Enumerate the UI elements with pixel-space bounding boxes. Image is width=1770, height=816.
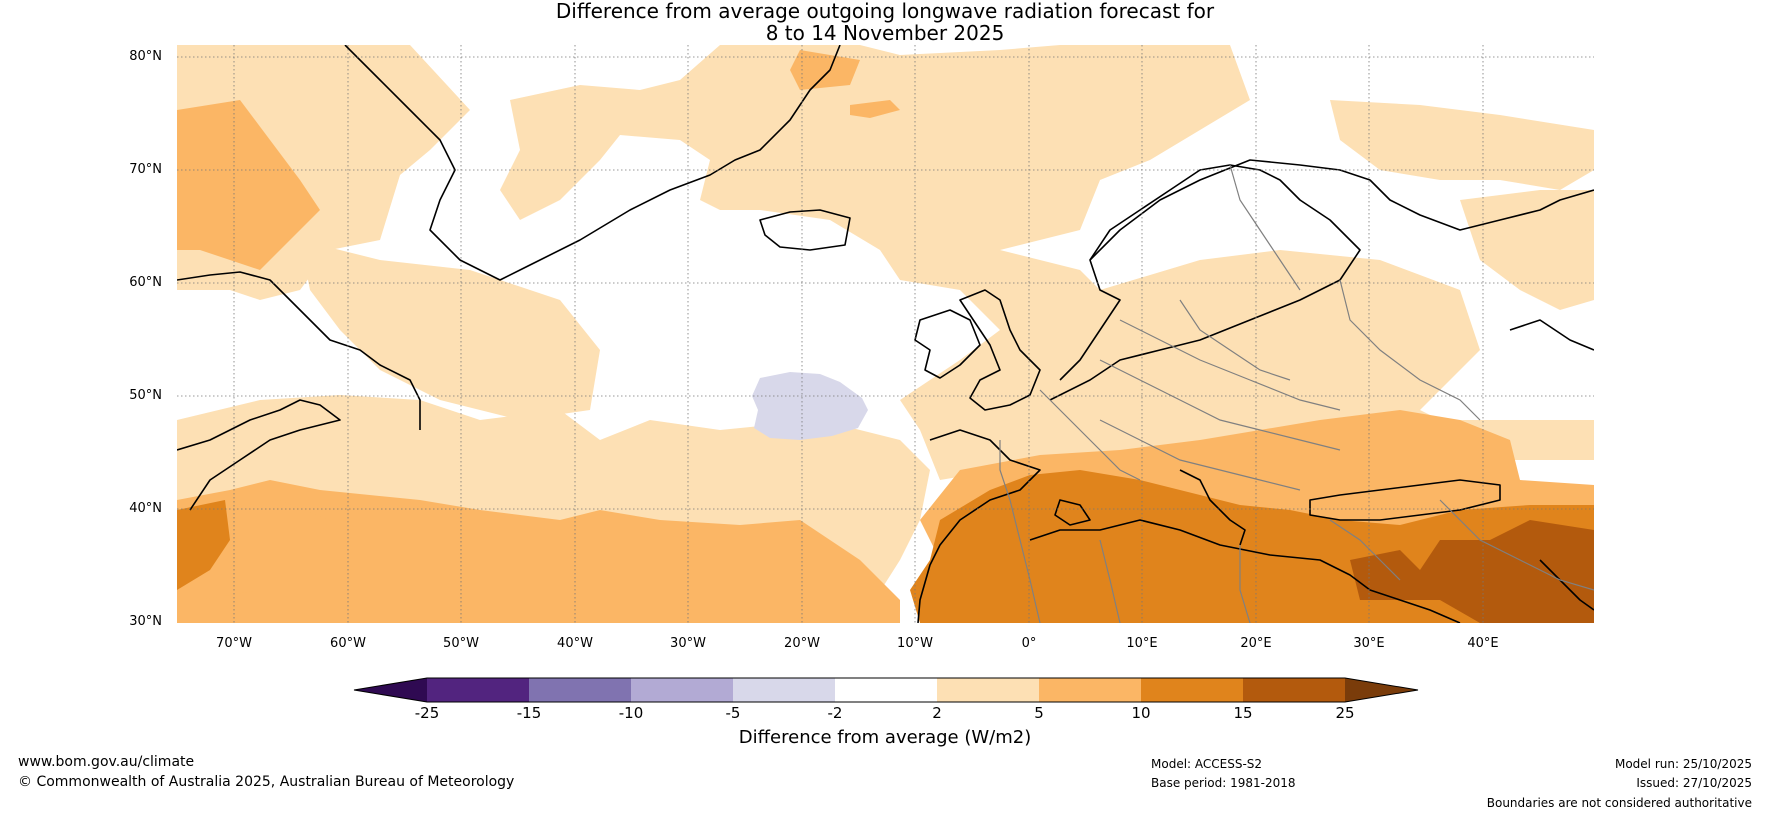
lat-label: 60°N: [129, 275, 162, 290]
anomaly-15-to-25-regions: [1350, 520, 1594, 623]
colorbar-tick: -15: [516, 704, 542, 722]
lon-label: 40°E: [1467, 636, 1499, 651]
colorbar-outline: [353, 677, 1419, 703]
coastlines: [177, 45, 1594, 623]
colorbar-tick: -2: [827, 704, 843, 722]
lon-label: 40°W: [557, 636, 593, 651]
issued-date: Issued: 27/10/2025: [1636, 776, 1752, 790]
lon-label: 20°E: [1240, 636, 1272, 651]
lon-label: 10°W: [897, 636, 933, 651]
model-name: Model: ACCESS-S2: [1151, 757, 1263, 771]
colorbar-segment: [835, 678, 937, 702]
graticule: [177, 45, 1594, 623]
colorbar-segment: [1039, 678, 1141, 702]
model-run-date: Model run: 25/10/2025: [1614, 757, 1752, 771]
lon-label: 0°: [1021, 636, 1037, 651]
colorbar-tick: 25: [1335, 704, 1355, 722]
colorbar-segment: [529, 678, 631, 702]
lon-label: 10°E: [1126, 636, 1158, 651]
colorbar-segment: [937, 678, 1039, 702]
map-title-line1: Difference from average outgoing longwav…: [555, 0, 1215, 23]
anomaly-neg-5-to-neg-2-region: [752, 372, 868, 440]
colorbar-tick: -10: [618, 704, 644, 722]
colorbar-segment: [631, 678, 733, 702]
lat-label: 40°N: [129, 501, 162, 516]
colorbar-segment: [733, 678, 835, 702]
lon-label: 30°E: [1353, 636, 1385, 651]
base-period: Base period: 1981-2018: [1151, 776, 1296, 790]
colorbar-segment: [1141, 678, 1243, 702]
colorbar-segment: [427, 678, 529, 702]
colorbar: [353, 677, 1419, 703]
colorbar-tick: 2: [932, 704, 942, 722]
lon-label: 50°W: [443, 636, 479, 651]
country-borders: [999, 164, 1594, 623]
colorbar-tick: 5: [1034, 704, 1044, 722]
lat-label: 80°N: [129, 49, 162, 64]
lon-label: 70°W: [216, 636, 252, 651]
colorbar-tick: -5: [725, 704, 741, 722]
colorbar-label: Difference from average (W/m2): [738, 727, 1032, 748]
website-link[interactable]: www.bom.gov.au/climate: [18, 754, 195, 770]
lon-label: 20°W: [784, 636, 820, 651]
colorbar-extend-low: [354, 678, 427, 702]
disclaimer-text: Boundaries are not considered authoritat…: [1486, 796, 1752, 810]
lat-label: 70°N: [129, 162, 162, 177]
lat-label: 30°N: [129, 614, 162, 629]
lat-label: 50°N: [129, 388, 162, 403]
colorbar-tick: 10: [1131, 704, 1151, 722]
copyright-text: © Commonwealth of Australia 2025, Austra…: [18, 774, 515, 790]
lon-label: 30°W: [670, 636, 706, 651]
colorbar-tick: -25: [414, 704, 440, 722]
colorbar-tick: 15: [1233, 704, 1253, 722]
lon-label: 60°W: [330, 636, 366, 651]
map-title-line2: 8 to 14 November 2025: [765, 21, 1005, 45]
colorbar-segment: [1243, 678, 1345, 702]
colorbar-extend-high: [1345, 678, 1418, 702]
